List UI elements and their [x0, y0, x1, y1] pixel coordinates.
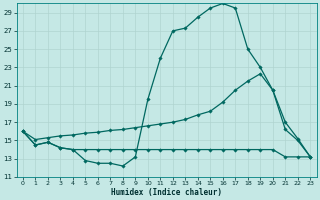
X-axis label: Humidex (Indice chaleur): Humidex (Indice chaleur) — [111, 188, 222, 197]
